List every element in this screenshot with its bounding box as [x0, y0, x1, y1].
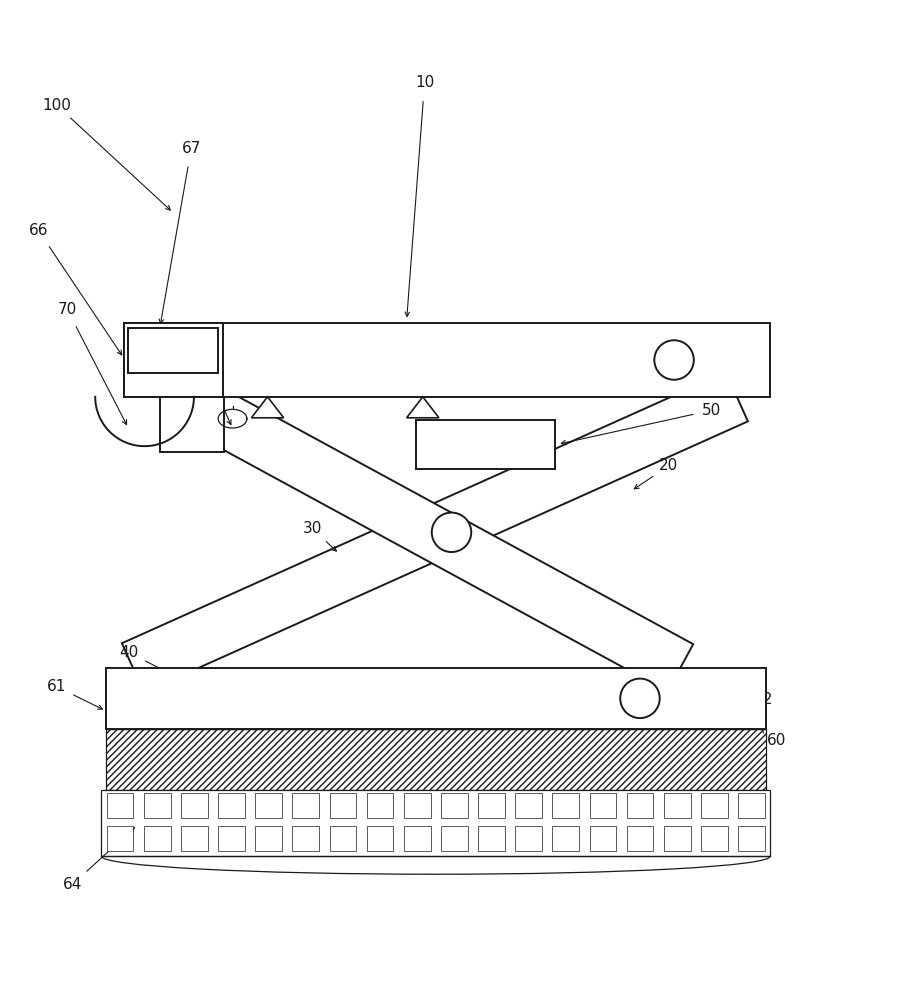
Bar	[106, 729, 765, 790]
Text: 64: 64	[63, 877, 82, 892]
Polygon shape	[406, 397, 438, 418]
Bar	[440, 793, 467, 818]
Bar	[143, 793, 170, 818]
Bar	[737, 793, 764, 818]
Bar	[700, 826, 727, 851]
Bar	[440, 826, 467, 851]
Bar	[403, 826, 430, 851]
Text: 30: 30	[302, 521, 322, 536]
Text: 66: 66	[29, 223, 49, 238]
Bar	[124, 323, 223, 397]
Bar	[124, 323, 769, 397]
Text: 67: 67	[181, 141, 201, 156]
Bar	[180, 793, 207, 818]
Bar	[366, 793, 393, 818]
Bar	[552, 826, 578, 851]
Bar	[366, 826, 393, 851]
Polygon shape	[251, 397, 283, 418]
Bar	[255, 826, 281, 851]
Text: 60: 60	[766, 733, 786, 748]
Bar	[106, 668, 765, 729]
Text: 62: 62	[753, 692, 773, 707]
Bar	[218, 793, 244, 818]
Bar	[478, 826, 504, 851]
Circle shape	[431, 513, 471, 552]
Circle shape	[620, 679, 659, 718]
Bar	[101, 790, 769, 856]
Bar	[663, 826, 690, 851]
Bar	[403, 793, 430, 818]
Polygon shape	[122, 372, 747, 692]
Bar	[292, 793, 318, 818]
Bar	[106, 793, 133, 818]
Text: 40: 40	[119, 645, 138, 660]
Text: 50: 50	[702, 403, 721, 418]
Bar	[292, 826, 318, 851]
Polygon shape	[170, 373, 693, 691]
Bar	[106, 826, 133, 851]
Bar	[663, 793, 690, 818]
Bar	[589, 826, 616, 851]
Text: 70: 70	[58, 302, 77, 317]
Text: 80: 80	[190, 349, 209, 364]
Bar	[329, 793, 356, 818]
Bar	[515, 793, 541, 818]
Bar	[143, 826, 170, 851]
Circle shape	[654, 340, 693, 380]
Bar	[218, 826, 244, 851]
Bar	[180, 826, 207, 851]
Text: 100: 100	[42, 98, 71, 113]
Bar	[700, 793, 727, 818]
Bar	[478, 793, 504, 818]
Bar	[329, 826, 356, 851]
Bar	[589, 793, 616, 818]
Bar	[255, 793, 281, 818]
Bar	[737, 826, 764, 851]
Bar	[415, 420, 554, 469]
Text: 61: 61	[47, 679, 66, 694]
Bar	[515, 826, 541, 851]
Text: 20: 20	[658, 458, 677, 473]
Bar	[552, 793, 578, 818]
Bar	[128, 328, 218, 373]
Bar	[626, 793, 653, 818]
Bar	[626, 826, 653, 851]
Bar	[160, 397, 225, 452]
Text: 10: 10	[415, 75, 434, 90]
